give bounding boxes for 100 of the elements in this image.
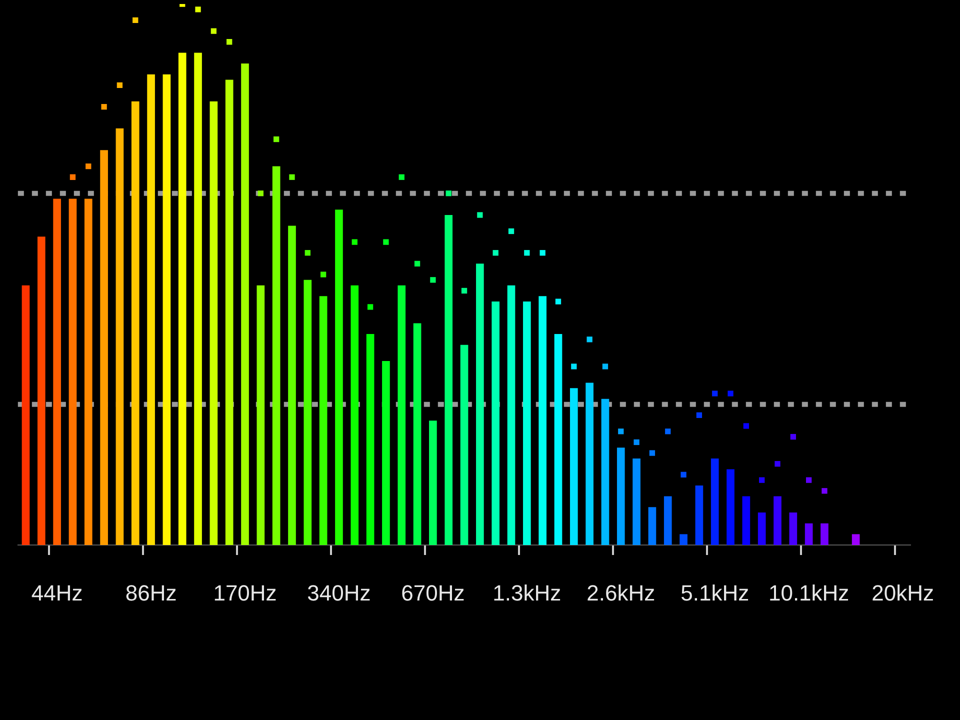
bar <box>554 334 562 545</box>
point <box>461 288 468 294</box>
point <box>712 390 718 396</box>
x-tick-label: 10.1kHz <box>768 580 850 606</box>
point <box>540 250 546 256</box>
bar <box>22 285 30 545</box>
point <box>304 250 310 256</box>
x-tick-label: 2.6kHz <box>586 580 656 606</box>
point <box>728 390 734 396</box>
bar <box>162 74 171 545</box>
point <box>665 428 671 434</box>
x-tick-label: 1.3kHz <box>492 580 562 606</box>
point <box>492 250 498 256</box>
point <box>383 239 389 245</box>
bar <box>664 496 672 545</box>
point <box>822 488 828 494</box>
point <box>86 163 92 170</box>
point <box>743 423 750 429</box>
bar <box>570 388 578 545</box>
bar <box>335 210 343 545</box>
bar <box>444 214 453 545</box>
point <box>258 190 264 196</box>
bar <box>852 534 860 545</box>
point <box>602 364 608 370</box>
bar <box>366 334 374 545</box>
x-tick-label: 5.1kHz <box>680 580 750 606</box>
bar <box>710 458 719 545</box>
x-tick-label: 44Hz <box>31 580 83 606</box>
point <box>289 174 295 180</box>
bar <box>632 458 640 545</box>
bar <box>350 285 359 545</box>
point <box>116 82 123 88</box>
bar <box>601 398 610 545</box>
point <box>571 364 577 370</box>
point <box>649 450 656 456</box>
point <box>320 272 326 278</box>
x-tick-label: 340Hz <box>307 580 371 606</box>
bar <box>742 496 750 545</box>
bar <box>586 382 594 545</box>
point <box>70 174 76 180</box>
point <box>774 461 780 467</box>
bar <box>131 101 140 545</box>
bar <box>695 485 704 545</box>
bar <box>758 512 766 545</box>
bar <box>382 361 390 545</box>
bar <box>820 523 828 545</box>
point <box>132 17 138 24</box>
bar <box>256 285 265 545</box>
bar <box>37 236 46 545</box>
bar <box>272 166 280 545</box>
point <box>680 472 686 478</box>
bar <box>616 448 625 545</box>
bar <box>53 198 61 545</box>
point <box>477 212 483 218</box>
point <box>430 277 436 283</box>
bar <box>507 285 516 545</box>
point <box>101 104 107 110</box>
bar <box>538 296 546 545</box>
bar <box>789 512 798 545</box>
point <box>274 136 280 142</box>
bar <box>413 323 422 545</box>
point <box>352 239 358 245</box>
point <box>414 260 420 267</box>
point <box>195 6 201 12</box>
bar <box>178 52 186 545</box>
bar <box>680 534 688 545</box>
x-tick-label: 20kHz <box>872 580 934 606</box>
point <box>806 477 812 483</box>
bar <box>225 80 234 545</box>
bar <box>84 198 92 545</box>
bar <box>648 507 656 545</box>
point <box>508 228 514 234</box>
bar <box>460 344 468 545</box>
bar <box>288 226 296 545</box>
point <box>524 250 530 256</box>
bar <box>210 101 218 545</box>
bar <box>68 198 77 545</box>
bar <box>100 150 108 545</box>
bar <box>429 420 437 545</box>
point <box>634 439 640 446</box>
point <box>555 298 562 304</box>
point <box>618 428 624 434</box>
point <box>759 477 765 483</box>
point <box>226 39 232 45</box>
x-tick-label: 86Hz <box>125 580 177 606</box>
bar <box>492 302 500 545</box>
bar <box>476 264 484 545</box>
bar <box>241 64 249 545</box>
bar <box>319 296 328 545</box>
bar <box>116 128 124 545</box>
point <box>210 28 217 34</box>
point <box>398 174 404 180</box>
point <box>586 336 592 342</box>
bar <box>726 469 734 545</box>
point <box>696 412 702 418</box>
bar <box>304 280 312 545</box>
bar <box>398 285 406 545</box>
bar <box>804 523 813 545</box>
x-tick-label: 670Hz <box>401 580 465 606</box>
bar <box>194 52 202 545</box>
